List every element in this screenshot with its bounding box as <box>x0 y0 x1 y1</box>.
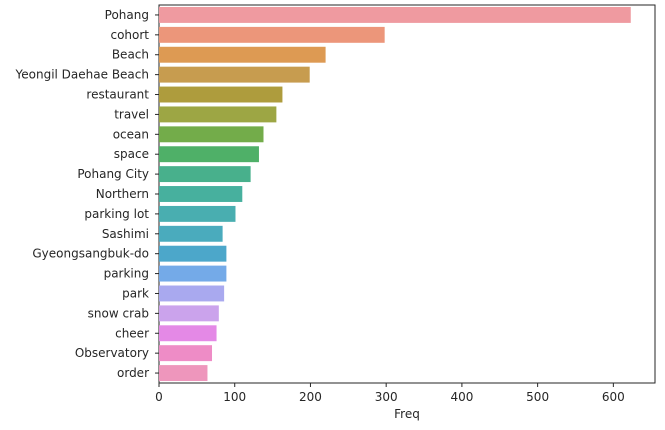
x-tick-label: 400 <box>450 390 473 404</box>
category-label: Pohang City <box>77 167 149 181</box>
bar-space <box>159 146 259 163</box>
category-label: Sashimi <box>102 227 149 241</box>
x-axis-title: Freq <box>394 407 420 421</box>
bar-cheer <box>159 325 217 342</box>
x-tick-label: 500 <box>526 390 549 404</box>
bar-pohang <box>159 6 631 23</box>
category-label: cheer <box>115 326 149 340</box>
bar-parking <box>159 265 227 282</box>
category-label: parking <box>104 267 149 281</box>
bar-ocean <box>159 126 264 143</box>
bar-snow-crab <box>159 305 219 322</box>
bar-sashimi <box>159 225 223 242</box>
bar-parking-lot <box>159 205 236 222</box>
category-label: Gyeongsangbuk-do <box>32 247 149 261</box>
x-tick-label: 0 <box>155 390 163 404</box>
x-tick-label: 600 <box>602 390 625 404</box>
bar-restaurant <box>159 86 283 103</box>
category-label: Yeongil Daehae Beach <box>15 68 149 82</box>
x-tick-label: 200 <box>299 390 322 404</box>
category-label: Pohang <box>105 8 149 22</box>
category-label: restaurant <box>86 88 149 102</box>
bar-park <box>159 285 225 302</box>
category-label: Beach <box>112 48 149 62</box>
bar-beach <box>159 46 326 63</box>
category-label: space <box>114 147 149 161</box>
bar-gyeongsangbuk-do <box>159 245 227 262</box>
category-label: snow crab <box>88 306 149 320</box>
category-label: parking lot <box>84 207 149 221</box>
bar-order <box>159 365 208 382</box>
bar-travel <box>159 106 277 123</box>
bar-pohang-city <box>159 166 251 183</box>
category-label: Northern <box>96 187 149 201</box>
bar-cohort <box>159 26 385 43</box>
bar-yeongil-daehae-beach <box>159 66 310 83</box>
category-label: ocean <box>113 127 149 141</box>
category-label: park <box>122 286 149 300</box>
bar-northern <box>159 186 243 202</box>
category-label: cohort <box>110 28 149 42</box>
bar-observatory <box>159 345 213 362</box>
x-tick-label: 100 <box>223 390 246 404</box>
category-label: travel <box>114 107 149 121</box>
x-tick-label: 300 <box>375 390 398 404</box>
category-label: order <box>117 366 149 380</box>
category-label: Observatory <box>75 346 149 360</box>
